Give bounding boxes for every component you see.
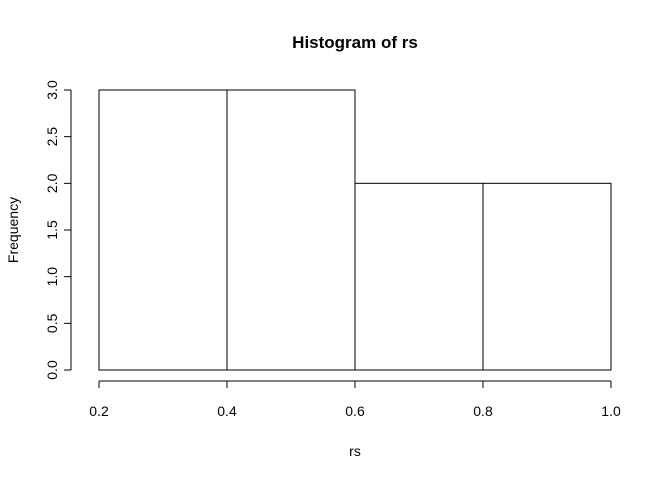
y-tick-label: 0.0 xyxy=(44,360,60,380)
x-tick-label: 0.4 xyxy=(217,403,237,419)
bars-group xyxy=(98,89,612,371)
x-tick-label: 0.2 xyxy=(89,403,109,419)
y-tick-label: 1.5 xyxy=(44,220,60,240)
histogram-bar-1 xyxy=(98,89,228,371)
histogram-bar-3 xyxy=(354,182,484,371)
y-tick-label: 1.0 xyxy=(44,267,60,287)
y-tick-label: 2.5 xyxy=(44,127,60,147)
chart-title: Histogram of rs xyxy=(292,33,418,52)
y-axis-label: Frequency xyxy=(5,197,21,263)
x-tick-label: 0.6 xyxy=(345,403,365,419)
y-tick-label: 3.0 xyxy=(44,80,60,100)
x-axis: 0.2 0.4 0.6 0.8 1.0 xyxy=(89,380,621,419)
y-tick-label: 0.5 xyxy=(44,313,60,333)
histogram-bar-4 xyxy=(482,182,612,371)
y-axis: 0.0 0.5 1.0 1.5 2.0 2.5 3.0 xyxy=(44,80,72,380)
y-tick-label: 2.0 xyxy=(44,173,60,193)
x-tick-label: 0.8 xyxy=(473,403,493,419)
histogram-bar-2 xyxy=(226,89,356,371)
x-tick-label: 1.0 xyxy=(601,403,621,419)
x-axis-label: rs xyxy=(349,443,361,459)
